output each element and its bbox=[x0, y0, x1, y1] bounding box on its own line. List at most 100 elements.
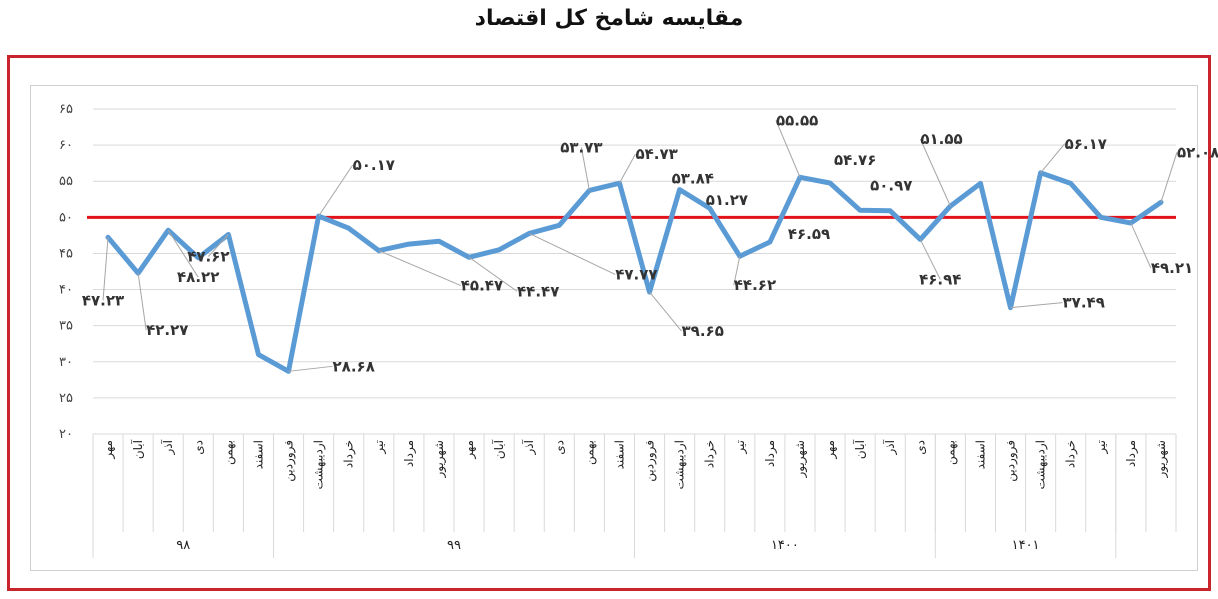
data-label: ۵۳.۸۴ bbox=[672, 170, 714, 188]
x-tick-label: اسفند bbox=[612, 440, 626, 469]
x-tick-label: تیر bbox=[372, 440, 387, 455]
y-tick-label: ۵۰ bbox=[59, 210, 73, 225]
label-leader-line bbox=[137, 273, 147, 331]
chart-area-frame bbox=[30, 85, 1198, 571]
x-tick-label: آذر bbox=[882, 439, 898, 455]
label-leader-line bbox=[1160, 152, 1178, 203]
data-label: ۴۹.۲۱ bbox=[1151, 259, 1193, 277]
data-point bbox=[978, 181, 983, 186]
label-leader-line bbox=[102, 237, 109, 301]
data-point bbox=[497, 247, 502, 252]
x-tick-label: خرداد bbox=[703, 440, 718, 468]
chart-title: مقایسه شامخ کل اقتصاد bbox=[474, 6, 744, 31]
data-point bbox=[346, 226, 351, 231]
x-tick-label: شهریور bbox=[432, 440, 447, 479]
data-label: ۵۰.۹۷ bbox=[870, 176, 912, 194]
y-tick-label: ۳۵ bbox=[59, 319, 73, 334]
data-label: ۴۵.۴۷ bbox=[461, 277, 503, 295]
data-label: ۳۹.۶۵ bbox=[682, 322, 724, 340]
x-tick-label: بهمن bbox=[582, 440, 597, 465]
x-tick-label: فروردین bbox=[282, 440, 297, 482]
data-point bbox=[196, 255, 201, 260]
data-point bbox=[557, 223, 562, 228]
label-leader-line bbox=[919, 138, 951, 207]
x-tick-label: مهر bbox=[101, 440, 116, 460]
x-tick-label: آذر bbox=[521, 439, 537, 455]
x-tick-label: فروردین bbox=[643, 440, 658, 482]
data-point bbox=[828, 180, 833, 185]
y-tick-label: ۴۵ bbox=[59, 246, 73, 261]
data-label: ۵۱.۲۷ bbox=[706, 191, 748, 209]
data-point bbox=[858, 208, 863, 213]
label-leader-line bbox=[733, 256, 741, 286]
y-tick-label: ۶۵ bbox=[59, 102, 73, 117]
data-label: ۵۴.۷۳ bbox=[635, 145, 677, 163]
label-leader-line bbox=[1010, 302, 1063, 309]
x-tick-label: آبان bbox=[852, 439, 867, 459]
x-tick-label: اسفند bbox=[973, 440, 987, 469]
x-tick-label: آبان bbox=[130, 439, 145, 459]
x-tick-label: شهریور bbox=[1154, 440, 1169, 479]
data-label: ۲۸.۶۸ bbox=[333, 357, 375, 375]
x-tick-label: خرداد bbox=[1064, 440, 1079, 468]
x-tick-label: مهر bbox=[462, 440, 477, 460]
outer-red-frame bbox=[7, 55, 1211, 591]
label-leader-line bbox=[1040, 143, 1066, 174]
data-point bbox=[1098, 215, 1103, 220]
x-tick-label: دی bbox=[191, 440, 205, 455]
data-point bbox=[1068, 181, 1073, 186]
label-leader-line bbox=[318, 164, 354, 217]
data-label: ۵۴.۷۶ bbox=[834, 151, 876, 169]
data-label: ۵۲.۰۸ bbox=[1177, 143, 1218, 161]
data-label: ۵۰.۱۷ bbox=[353, 156, 395, 174]
x-tick-label: آبان bbox=[491, 439, 506, 459]
label-leader-line bbox=[528, 232, 616, 275]
data-label: ۵۵.۵۵ bbox=[776, 111, 818, 129]
x-tick-label: اردیبهشت bbox=[673, 440, 688, 489]
data-label: ۵۳.۷۳ bbox=[560, 138, 602, 156]
data-label: ۴۷.۲۳ bbox=[82, 291, 124, 309]
x-tick-label: بهمن bbox=[221, 440, 236, 465]
y-tick-label: ۲۰ bbox=[59, 427, 73, 442]
data-point bbox=[767, 239, 772, 244]
y-tick-label: ۳۰ bbox=[59, 355, 73, 370]
label-leader-line bbox=[288, 365, 333, 372]
data-label: ۵۱.۵۵ bbox=[920, 130, 962, 148]
y-tick-label: ۶۰ bbox=[59, 138, 73, 153]
x-tick-label: دی bbox=[552, 440, 566, 455]
data-label: ۴۷.۶۲ bbox=[187, 248, 229, 266]
data-label: ۴۶.۹۴ bbox=[919, 270, 961, 288]
x-tick-label: خرداد bbox=[342, 440, 357, 468]
x-tick-label: مرداد bbox=[763, 440, 778, 467]
label-leader-line bbox=[167, 229, 199, 278]
group-label: ۱۴۰۰ bbox=[771, 538, 799, 553]
x-tick-label: بهمن bbox=[943, 440, 958, 465]
x-tick-label: دی bbox=[913, 440, 927, 455]
x-tick-label: شهریور bbox=[793, 440, 808, 479]
x-tick-label: مهر bbox=[823, 440, 838, 460]
y-tick-label: ۵۵ bbox=[59, 174, 73, 189]
data-point bbox=[256, 352, 261, 357]
x-tick-label: اردیبهشت bbox=[312, 440, 327, 489]
label-leader-line bbox=[649, 291, 682, 332]
x-tick-label: تیر bbox=[733, 440, 748, 455]
data-label: ۴۶.۵۹ bbox=[788, 225, 830, 243]
data-point bbox=[406, 242, 411, 247]
y-tick-label: ۲۵ bbox=[59, 391, 73, 406]
x-tick-label: اسفند bbox=[251, 440, 265, 469]
x-tick-label: تیر bbox=[1094, 440, 1109, 455]
series-line bbox=[105, 170, 1164, 374]
label-leader-line bbox=[919, 239, 941, 280]
group-label: ۹۹ bbox=[447, 538, 461, 553]
y-tick-label: ۴۰ bbox=[59, 283, 73, 298]
label-leader-line bbox=[580, 147, 590, 191]
x-tick-label: مرداد bbox=[1124, 440, 1139, 467]
data-point bbox=[707, 206, 712, 211]
data-point bbox=[677, 187, 682, 192]
label-leader-line bbox=[619, 153, 636, 184]
data-point bbox=[436, 239, 441, 244]
data-point bbox=[888, 208, 893, 213]
x-tick-label: اردیبهشت bbox=[1034, 440, 1049, 489]
data-label: ۴۷.۷۷ bbox=[615, 265, 657, 283]
